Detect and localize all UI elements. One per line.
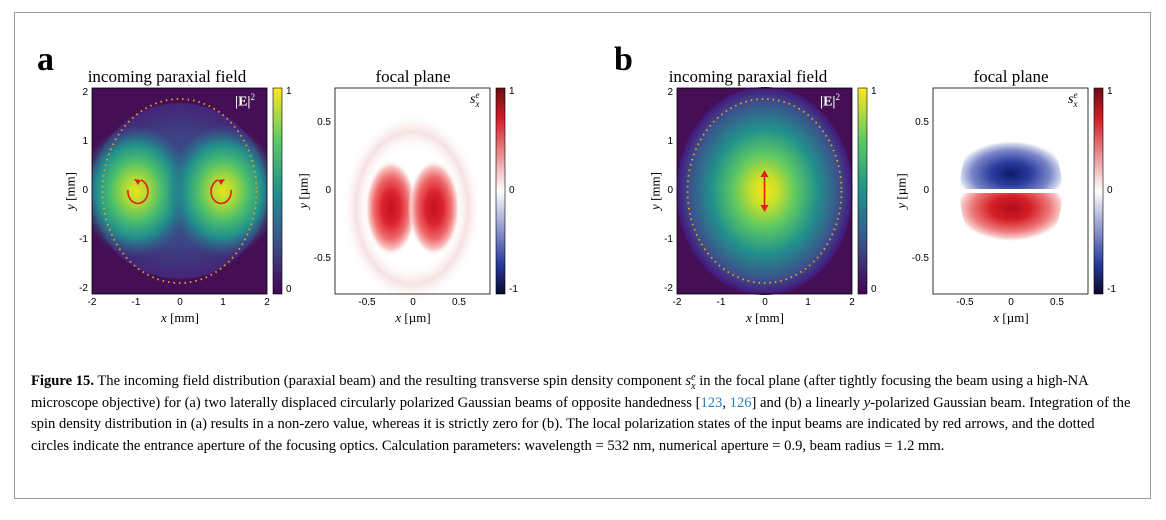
spin-lobe-top: [960, 128, 1062, 189]
panel-letter-a: a: [37, 41, 54, 78]
colorbar-viridis-a: [272, 87, 283, 295]
spin-lobe-right: [408, 160, 460, 256]
aperture-circle: [101, 98, 258, 284]
y-tick: -1: [79, 234, 88, 245]
polarization-arrow-right: [210, 179, 232, 205]
y-tick: 0: [667, 185, 673, 196]
aperture-circle: [686, 98, 843, 284]
colorbar-rwb-a: [495, 87, 506, 295]
intensity-plot-b: [676, 87, 853, 295]
spin-lobe-left: [365, 160, 417, 256]
beam-spot-left: [92, 125, 192, 257]
y-tick: -2: [664, 283, 673, 294]
y-tick: 0.5: [317, 117, 331, 128]
plot-title-b1: incoming paraxial field: [668, 67, 828, 86]
x-tick: -2: [672, 297, 682, 308]
cb-tick: 1: [509, 86, 515, 97]
x-tick: 1: [805, 297, 811, 308]
y-tick: 2: [667, 87, 673, 98]
plot-title-a2: focal plane: [375, 67, 451, 86]
cb-tick: -1: [509, 284, 518, 295]
x-axis-label-a2: x [µm]: [395, 310, 431, 325]
spin-plot-b: [932, 87, 1089, 295]
x-tick: 1: [220, 297, 226, 308]
y-tick: 1: [82, 136, 88, 147]
x-axis-label-b2: x [µm]: [993, 310, 1029, 325]
cb-tick: 0: [871, 284, 877, 295]
cb-tick: 1: [286, 86, 292, 97]
spin-lobe-bottom: [960, 193, 1062, 254]
colorbar-viridis-b: [857, 87, 868, 295]
cb-tick: 1: [871, 86, 877, 97]
y-axis-label-a1: y [mm]: [62, 172, 78, 210]
cb-tick: 0: [1107, 185, 1113, 196]
x-tick: 0.5: [452, 297, 466, 308]
figure-caption: Figure 15. The incoming field distributi…: [31, 371, 1131, 454]
y-tick: 0: [82, 185, 88, 196]
cb-tick: 0: [509, 185, 515, 196]
x-tick: 0: [410, 297, 416, 308]
caption-label: Figure 15.: [31, 373, 94, 389]
y-tick: -2: [79, 283, 88, 294]
x-tick: 0.5: [1050, 297, 1064, 308]
citation-link[interactable]: 126: [729, 394, 752, 411]
polarization-arrow-left: [127, 179, 149, 205]
x-tick: 0: [177, 297, 183, 308]
x-tick: -1: [131, 297, 141, 308]
x-tick: 2: [264, 297, 270, 308]
cb-tick: 1: [1107, 86, 1113, 97]
y-tick: -0.5: [911, 253, 929, 264]
x-tick: -0.5: [358, 297, 376, 308]
x-axis-label-a1: x [mm]: [161, 310, 199, 325]
plot-title-a1: incoming paraxial field: [87, 67, 247, 86]
x-tick: 0: [1008, 297, 1014, 308]
cb-tick: -1: [1107, 284, 1116, 295]
x-tick: 2: [849, 297, 855, 308]
citation-link[interactable]: 123: [700, 394, 723, 411]
inset-label-a1: |E|2: [235, 92, 256, 110]
x-tick: -2: [87, 297, 97, 308]
x-tick: 0: [762, 297, 768, 308]
x-tick: -0.5: [956, 297, 974, 308]
cb-tick: 0: [286, 284, 292, 295]
panel-letter-b: b: [614, 41, 633, 78]
y-axis-label-a2: y [µm]: [295, 173, 311, 209]
x-axis-label-b1: x [mm]: [746, 310, 784, 325]
figure-frame: a incoming paraxial field focal plane b …: [14, 12, 1151, 499]
y-axis-label-b1: y [mm]: [647, 172, 663, 210]
x-tick: -1: [716, 297, 726, 308]
y-tick: 0: [325, 185, 331, 196]
y-tick: -0.5: [313, 253, 331, 264]
y-axis-label-b2: y [µm]: [893, 173, 909, 209]
spin-plot-a: [334, 87, 491, 303]
inset-label-b1: |E|2: [820, 92, 841, 110]
plot-title-b2: focal plane: [973, 67, 1049, 86]
y-tick: 0.5: [915, 117, 929, 128]
y-tick: 0: [923, 185, 929, 196]
colorbar-rwb-b: [1093, 87, 1104, 295]
y-tick: 2: [82, 87, 88, 98]
y-tick: -1: [664, 234, 673, 245]
intensity-plot-a: [91, 87, 268, 295]
beam-spot-right: [167, 125, 267, 257]
y-tick: 1: [667, 136, 673, 147]
